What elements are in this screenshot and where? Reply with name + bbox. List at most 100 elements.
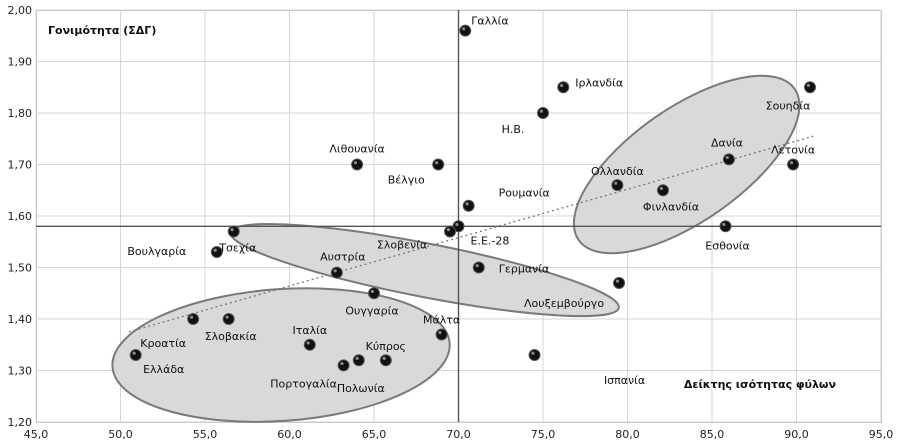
y-tick-label: 1,70 bbox=[8, 159, 33, 172]
point-label: Ουγγαρία bbox=[345, 304, 398, 317]
data-point bbox=[804, 81, 817, 94]
data-point bbox=[337, 359, 350, 372]
x-tick-label: 45,0 bbox=[24, 428, 49, 441]
data-point bbox=[351, 158, 364, 171]
data-point bbox=[528, 349, 541, 362]
data-point bbox=[222, 313, 235, 325]
x-tick-label: 60,0 bbox=[277, 428, 302, 441]
data-point-highlight bbox=[353, 161, 358, 165]
data-point-highlight bbox=[806, 83, 811, 88]
data-point bbox=[432, 158, 445, 171]
data-point-highlight bbox=[446, 228, 451, 232]
data-point bbox=[368, 287, 380, 300]
data-point bbox=[719, 220, 732, 233]
data-point-highlight bbox=[531, 351, 535, 355]
data-point-highlight bbox=[189, 315, 194, 319]
data-point-highlight bbox=[455, 222, 459, 227]
point-label: Πορτογαλία bbox=[270, 377, 337, 390]
data-point-highlight bbox=[789, 161, 794, 165]
point-label: Ισπανία bbox=[604, 374, 645, 387]
data-point bbox=[722, 153, 735, 166]
data-point bbox=[462, 199, 475, 212]
data-point-highlight bbox=[614, 181, 618, 185]
data-point-highlight bbox=[435, 161, 439, 165]
data-point bbox=[187, 313, 200, 325]
point-label: Λουξεμβούργο bbox=[524, 297, 604, 310]
point-label: Βέλγιο bbox=[388, 174, 425, 187]
y-tick-label: 1,20 bbox=[8, 416, 33, 429]
x-tick-label: 65,0 bbox=[362, 428, 387, 441]
point-label: Δανία bbox=[711, 136, 743, 149]
data-points bbox=[129, 24, 817, 372]
data-point-highlight bbox=[615, 279, 620, 283]
data-point bbox=[459, 24, 472, 37]
y-axis-ticks: 1,20 1,30 1,40 1,50 1,60 1,70 1,80 1,90 2,00 bbox=[8, 4, 33, 429]
point-label: Εσθονία bbox=[705, 239, 750, 252]
point-label: Πολωνία bbox=[337, 382, 385, 395]
point-labels: Γαλλία Ιρλανδία Σουηδία Η.Β. Λιθουανία Βέλγιο… bbox=[127, 15, 815, 396]
point-label: Ρουμανία bbox=[499, 187, 550, 200]
x-tick-label: 95,0 bbox=[869, 428, 894, 441]
x-tick-label: 90,0 bbox=[784, 428, 809, 441]
point-label: Ολλανδία bbox=[591, 165, 644, 178]
point-label: Γερμανία bbox=[499, 263, 549, 276]
point-label: Κύπρος bbox=[366, 340, 406, 353]
y-tick-label: 1,90 bbox=[8, 56, 33, 69]
point-label: Ιρλανδία bbox=[575, 76, 623, 89]
data-point bbox=[557, 81, 570, 94]
data-point-highlight bbox=[225, 315, 229, 319]
data-point bbox=[330, 266, 343, 279]
y-tick-label: 1,30 bbox=[8, 365, 33, 378]
data-point-highlight bbox=[306, 341, 310, 345]
data-point-highlight bbox=[539, 109, 544, 113]
point-label: Λιθουανία bbox=[329, 143, 384, 156]
y-tick-label: 2,00 bbox=[8, 4, 33, 17]
point-label: Γαλλία bbox=[471, 15, 508, 28]
point-label: Μάλτα bbox=[423, 313, 460, 326]
data-point-highlight bbox=[722, 222, 726, 227]
x-tick-label: 70,0 bbox=[446, 428, 471, 441]
y-axis-title: Γονιμότητα (ΣΔΓ) bbox=[48, 24, 156, 37]
y-tick-label: 1,60 bbox=[8, 210, 33, 223]
y-tick-label: 1,50 bbox=[8, 262, 33, 275]
point-label: Ελλάδα bbox=[143, 363, 184, 376]
data-point bbox=[537, 107, 549, 119]
x-tick-label: 85,0 bbox=[700, 428, 725, 441]
data-point bbox=[379, 354, 392, 367]
data-point bbox=[227, 225, 240, 238]
trendline bbox=[128, 135, 814, 333]
data-point bbox=[656, 184, 669, 197]
data-point bbox=[611, 179, 624, 192]
point-label: Ε.Ε.-28 bbox=[471, 234, 510, 247]
data-point-highlight bbox=[355, 356, 359, 360]
x-axis-ticks: 45,0 50,0 55,0 60,0 65,0 70,0 75,0 80,0 85,0 90,0… bbox=[24, 428, 894, 441]
y-tick-label: 1,80 bbox=[8, 107, 33, 120]
point-label: Ιταλία bbox=[292, 324, 327, 337]
data-point bbox=[435, 328, 448, 341]
x-tick-label: 75,0 bbox=[531, 428, 556, 441]
x-tick-label: 50,0 bbox=[108, 428, 133, 441]
nordic-cluster-ellipse bbox=[572, 74, 801, 255]
data-point-highlight bbox=[382, 356, 386, 360]
point-label: Κροατία bbox=[140, 337, 186, 350]
trendline-group bbox=[128, 135, 814, 333]
data-point bbox=[444, 225, 457, 238]
point-label: Φινλανδία bbox=[643, 200, 699, 213]
data-point-highlight bbox=[462, 27, 466, 31]
data-point-highlight bbox=[333, 269, 337, 273]
x-axis-title: Δείκτης ισότητας φύλων bbox=[684, 378, 836, 391]
data-point-highlight bbox=[213, 248, 217, 252]
data-point-highlight bbox=[370, 289, 374, 294]
point-label: Η.Β. bbox=[502, 123, 525, 136]
data-point-highlight bbox=[725, 155, 729, 160]
point-label: Αυστρία bbox=[320, 251, 365, 264]
y-tick-label: 1,40 bbox=[8, 313, 33, 326]
point-label: Βουλγαρία bbox=[127, 245, 186, 258]
x-tick-label: 80,0 bbox=[615, 428, 640, 441]
data-point bbox=[303, 338, 316, 351]
data-point bbox=[787, 158, 800, 171]
data-point bbox=[472, 261, 485, 274]
point-label: Τσεχία bbox=[218, 241, 256, 254]
point-label: Σλοβακία bbox=[205, 330, 257, 343]
